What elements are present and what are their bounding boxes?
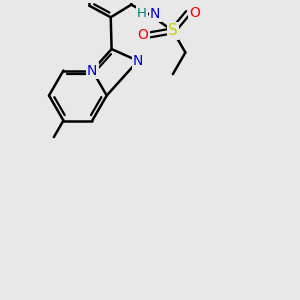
Text: N: N [133, 54, 143, 68]
Text: N: N [150, 7, 160, 21]
Text: N: N [87, 64, 98, 77]
Text: H: H [137, 7, 147, 20]
Text: O: O [189, 6, 200, 20]
Text: S: S [168, 23, 178, 38]
Text: O: O [138, 28, 148, 42]
